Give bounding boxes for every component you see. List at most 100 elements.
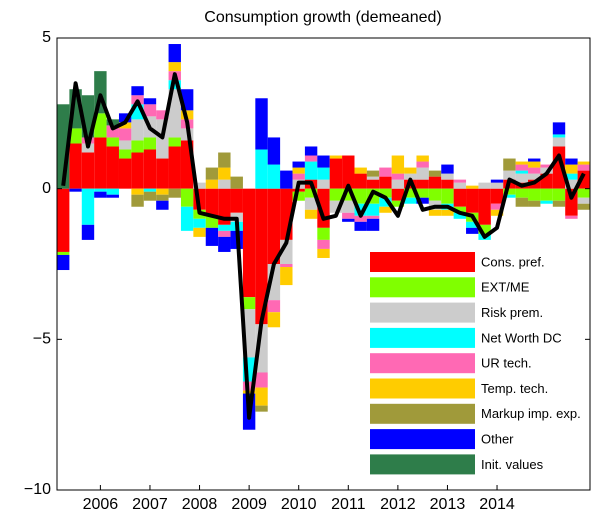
bar-segment bbox=[416, 155, 429, 162]
bar-segment bbox=[168, 146, 181, 189]
bar-segment bbox=[156, 194, 169, 201]
bar-segment bbox=[453, 212, 467, 219]
bar-segment bbox=[317, 167, 330, 180]
bar-segment bbox=[540, 188, 553, 201]
bar-segment bbox=[453, 182, 467, 189]
x-tick-label: 2009 bbox=[231, 496, 267, 513]
bar-segment bbox=[329, 188, 343, 201]
bar-segment bbox=[118, 122, 132, 129]
bar-segment bbox=[156, 110, 169, 120]
bar-segment bbox=[366, 218, 380, 231]
legend-swatch bbox=[370, 302, 475, 323]
bar-segment bbox=[81, 224, 95, 240]
legend-label: UR tech. bbox=[481, 356, 532, 371]
legend-label: EXT/ME bbox=[481, 280, 530, 295]
legend-swatch bbox=[370, 277, 475, 298]
legend-label: Other bbox=[481, 432, 514, 447]
bar-segment bbox=[552, 200, 566, 207]
bar-segment bbox=[255, 372, 268, 388]
bar-segment bbox=[366, 203, 380, 216]
bar-segment bbox=[354, 221, 367, 231]
bar-segment bbox=[156, 188, 169, 195]
bar-segment bbox=[131, 86, 144, 96]
legend-swatch bbox=[370, 403, 475, 424]
bar-segment bbox=[317, 227, 330, 240]
bar-segment bbox=[453, 179, 467, 183]
x-tick-label: 2012 bbox=[380, 496, 416, 513]
bar-segment bbox=[441, 188, 454, 204]
bar-segment bbox=[366, 176, 380, 180]
bar-segment bbox=[292, 191, 305, 201]
bar-segment bbox=[317, 155, 330, 168]
bar-segment bbox=[255, 387, 268, 406]
bar-segment bbox=[280, 264, 293, 268]
bar-segment bbox=[428, 170, 442, 177]
bar-segment bbox=[503, 188, 516, 195]
bar-segment bbox=[552, 134, 566, 138]
bar-segment bbox=[428, 176, 442, 189]
bar-segment bbox=[515, 164, 529, 171]
bar-segment bbox=[565, 173, 578, 180]
bar-segment bbox=[118, 113, 132, 123]
bar-segment bbox=[106, 137, 119, 147]
bar-segment bbox=[168, 188, 181, 198]
bar-segment bbox=[118, 140, 132, 150]
bar-segment bbox=[218, 179, 231, 189]
bar-segment bbox=[94, 188, 107, 192]
bar-segment bbox=[503, 170, 516, 180]
bar-segment bbox=[94, 113, 107, 138]
bar-segment bbox=[255, 98, 268, 150]
bar-segment bbox=[552, 137, 566, 147]
bar-segment bbox=[304, 155, 318, 162]
bar-segment bbox=[416, 188, 429, 198]
bar-segment bbox=[131, 194, 144, 207]
bar-segment bbox=[267, 137, 281, 165]
bar-segment bbox=[354, 173, 367, 189]
legend-label: Net Worth DC bbox=[481, 330, 562, 345]
bar-segment bbox=[366, 215, 380, 219]
bar-segment bbox=[490, 209, 504, 216]
bar-segment bbox=[168, 62, 181, 72]
bar-segment bbox=[404, 173, 417, 180]
bar-segment bbox=[478, 188, 491, 225]
bar-segment bbox=[478, 224, 491, 234]
legend-swatch bbox=[370, 378, 475, 399]
bar-segment bbox=[255, 149, 268, 189]
bar-segment bbox=[515, 170, 529, 174]
bar-segment bbox=[565, 179, 578, 189]
bar-segment bbox=[391, 200, 405, 207]
bar-segment bbox=[180, 188, 194, 207]
bar-segment bbox=[528, 158, 541, 162]
bar-segment bbox=[205, 167, 219, 180]
bar-segment bbox=[379, 188, 392, 198]
bar-segment bbox=[391, 155, 405, 174]
x-tick-label: 2008 bbox=[182, 496, 218, 513]
bar-segment bbox=[366, 179, 380, 189]
bar-segment bbox=[490, 182, 504, 189]
bar-segment bbox=[94, 137, 107, 189]
bar-segment bbox=[242, 297, 256, 310]
legend-swatch bbox=[370, 252, 475, 272]
x-tick-label: 2007 bbox=[132, 496, 168, 513]
bar-segment bbox=[342, 200, 355, 213]
bar-segment bbox=[304, 161, 318, 180]
bar-segment bbox=[466, 188, 479, 213]
bar-segment bbox=[391, 179, 405, 189]
bar-segment bbox=[342, 155, 355, 189]
bar-segment bbox=[143, 98, 157, 105]
bar-segment bbox=[218, 236, 231, 252]
bar-segment bbox=[528, 188, 541, 201]
bar-segment bbox=[453, 206, 467, 213]
bar-segment bbox=[317, 179, 330, 189]
bar-segment bbox=[255, 188, 268, 325]
x-tick-label: 2011 bbox=[331, 496, 366, 513]
x-tick-label: 2013 bbox=[430, 496, 466, 513]
legend-swatch bbox=[370, 454, 475, 475]
bar-segment bbox=[143, 191, 157, 201]
bar-segment bbox=[267, 164, 281, 189]
bar-segment bbox=[180, 206, 194, 231]
bar-segment bbox=[292, 161, 305, 168]
bar-segment bbox=[577, 188, 590, 198]
bar-segment bbox=[528, 167, 541, 174]
bar-segment bbox=[391, 173, 405, 180]
